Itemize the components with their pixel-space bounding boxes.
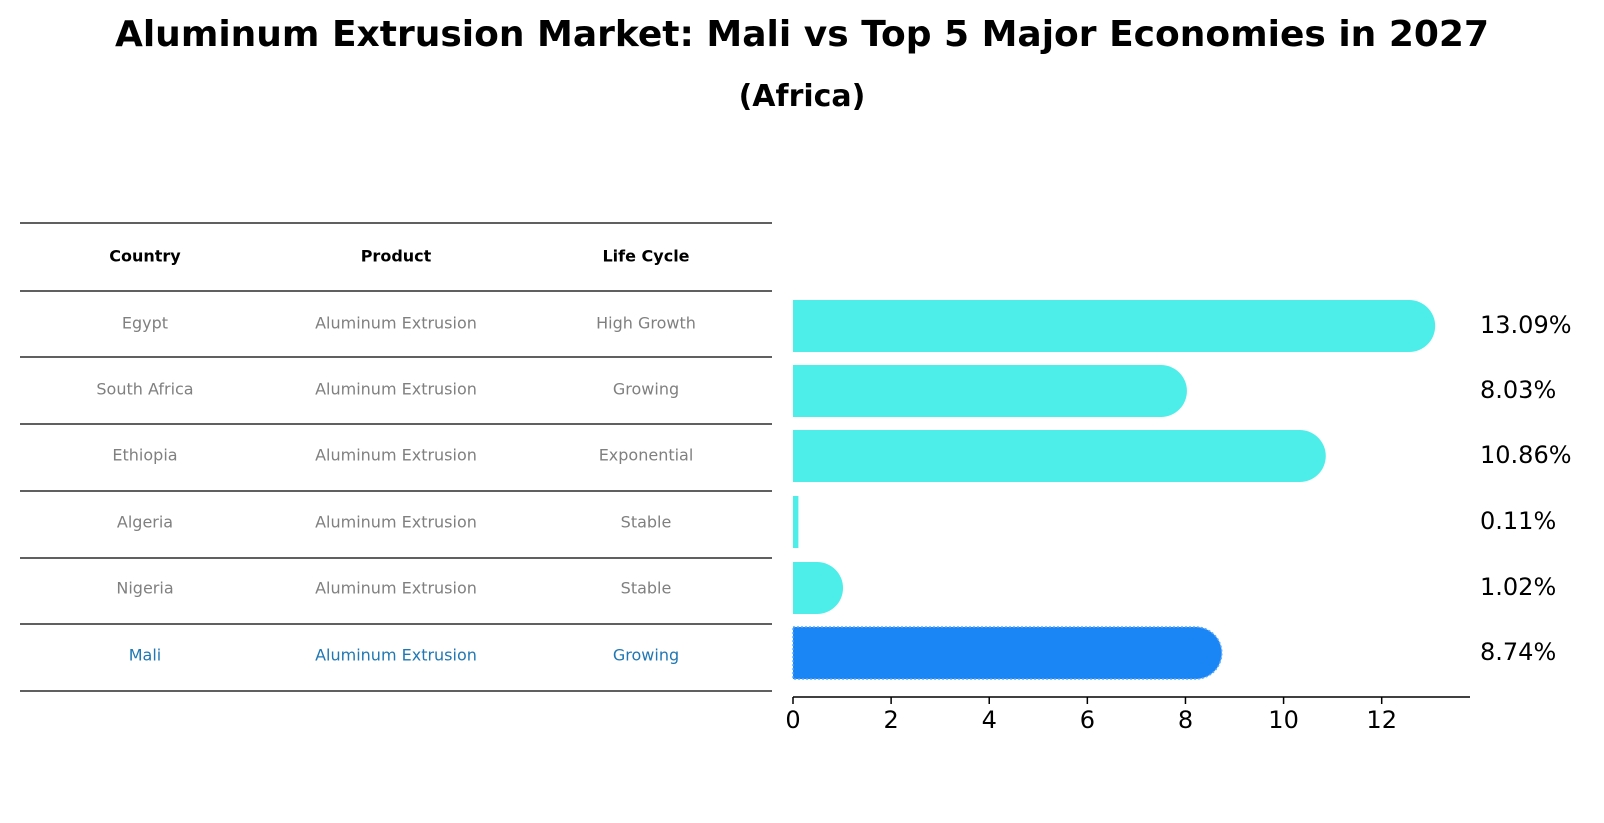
table-cell: Aluminum Extrusion — [315, 380, 477, 399]
table-cell: Stable — [621, 579, 672, 598]
table-cell: Nigeria — [116, 579, 173, 598]
x-tick-label: 0 — [785, 706, 800, 734]
table-cell: South Africa — [96, 380, 193, 399]
chart-subtitle: (Africa) — [738, 79, 866, 114]
bar-value-label: 10.86% — [1480, 441, 1572, 469]
table-cell: Aluminum Extrusion — [315, 579, 477, 598]
bar-value-label: 0.11% — [1480, 507, 1556, 535]
x-tick-label: 4 — [982, 706, 997, 734]
bar-value-label: 1.02% — [1480, 573, 1556, 601]
table-cell: Algeria — [117, 513, 173, 532]
chart-title: Aluminum Extrusion Market: Mali vs Top 5… — [114, 14, 1490, 55]
bar-highlight — [792, 626, 1223, 680]
x-tick-label: 12 — [1366, 706, 1397, 734]
table-cell: Aluminum Extrusion — [315, 314, 477, 333]
bar-value-label: 8.74% — [1480, 638, 1556, 666]
table-cell: Stable — [621, 513, 672, 532]
table-cell: Aluminum Extrusion — [315, 513, 477, 532]
bar-value-label: 8.03% — [1480, 376, 1556, 404]
table-header-cell: Life Cycle — [602, 247, 689, 266]
table-header-cell: Country — [109, 247, 181, 266]
table-cell: High Growth — [596, 314, 696, 333]
bar — [793, 365, 1187, 417]
table-cell: Growing — [613, 380, 679, 399]
table-cell: Growing — [613, 646, 679, 665]
x-tick-label: 6 — [1080, 706, 1095, 734]
x-tick-label: 10 — [1268, 706, 1299, 734]
bar-value-label: 13.09% — [1480, 311, 1572, 339]
data-table: Country Product Life Cycle Egypt Aluminum Ex… — [20, 222, 772, 692]
bar — [793, 562, 844, 614]
bar — [793, 430, 1326, 482]
table-cell: Ethiopia — [112, 446, 177, 465]
table-cell: Egypt — [122, 314, 168, 333]
x-tick-label: 8 — [1178, 706, 1193, 734]
bar — [793, 496, 799, 548]
table-cell: Exponential — [599, 446, 694, 465]
bar — [793, 300, 1436, 352]
x-tick-label: 2 — [883, 706, 898, 734]
table-header-cell: Product — [361, 247, 432, 266]
table-cell: Mali — [129, 646, 162, 665]
table-cell: Aluminum Extrusion — [315, 646, 477, 665]
table-cell: Aluminum Extrusion — [315, 446, 477, 465]
